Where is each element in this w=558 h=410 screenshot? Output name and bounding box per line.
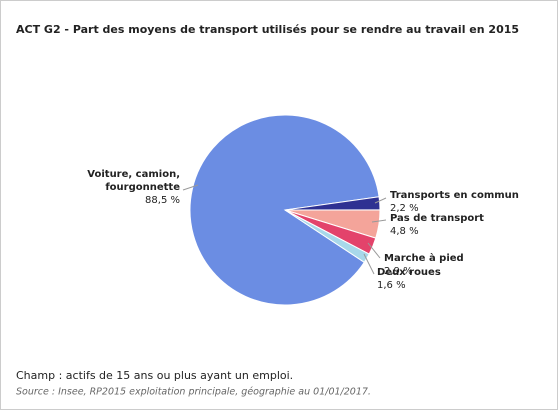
slice-label: Marche à pied xyxy=(384,252,464,264)
connector xyxy=(182,184,199,191)
slice-label: Voiture, camion, fourgonnette xyxy=(87,169,180,193)
value-label: 4,8 % xyxy=(390,226,419,237)
slice-label: Pas de transport xyxy=(390,213,484,224)
pie-slice xyxy=(189,114,380,306)
note: Champ : actifs de 15 ans ou plus ayant u… xyxy=(16,369,293,382)
source: Source : Insee, RP2015 exploitation prin… xyxy=(16,387,371,398)
value-label: 88,5 % xyxy=(145,195,180,206)
slice-label: Deux roues xyxy=(377,267,441,278)
pie-slice xyxy=(284,209,370,263)
slice-label: Transports en commun xyxy=(390,190,519,201)
value-label: 2,2 % xyxy=(390,203,419,214)
value-label: 1,6 % xyxy=(377,280,406,291)
chart-title: ACT G2 - Part des moyens de transport ut… xyxy=(16,23,519,36)
connector xyxy=(363,253,375,275)
connector xyxy=(371,219,387,223)
connector xyxy=(374,197,387,204)
connector xyxy=(367,242,381,259)
value-label: 2,9 % xyxy=(384,266,413,277)
